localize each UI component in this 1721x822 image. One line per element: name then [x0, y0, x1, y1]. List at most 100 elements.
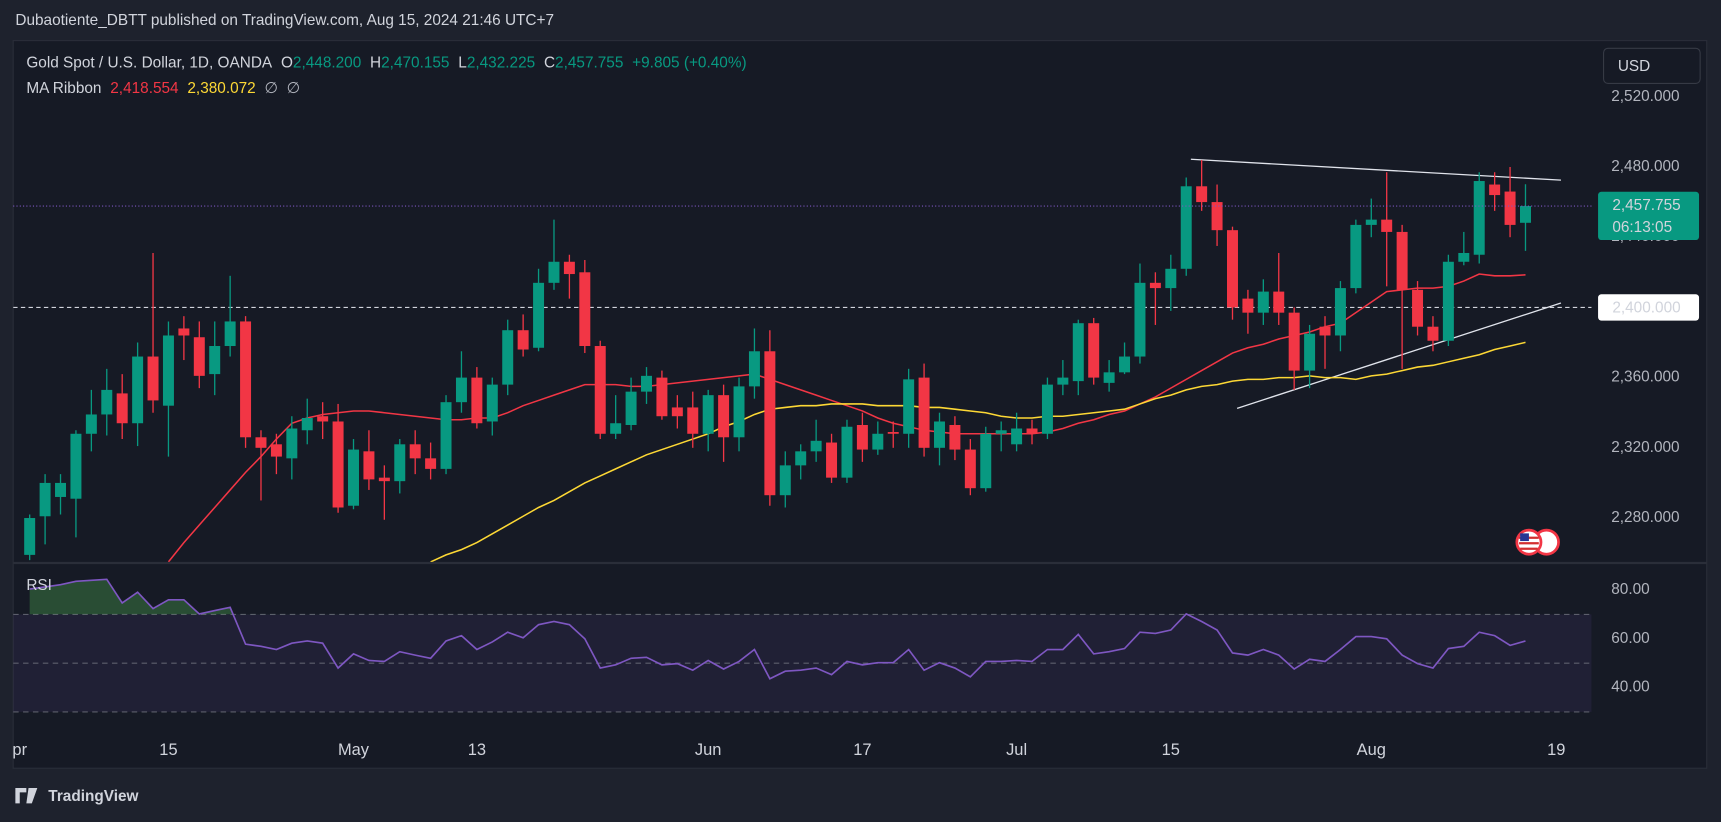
rsi-title: RSI: [26, 577, 52, 594]
time-axis: Apr 15 May 13 Jun 17 Jul 15 Aug 19: [13, 741, 1565, 759]
candle-body: [1412, 289, 1424, 327]
candle-body: [1211, 202, 1223, 231]
candle-body: [255, 437, 267, 448]
ma-extra: ∅: [287, 80, 300, 97]
ma-value: 2,380.072: [187, 80, 255, 97]
event-flags[interactable]: [1515, 528, 1560, 556]
candle-body: [1519, 206, 1531, 223]
band-fill: [13, 614, 1592, 712]
price-badge: [1598, 191, 1700, 241]
candle-body: [1088, 323, 1100, 378]
candle-body: [918, 377, 930, 448]
candle-body: [687, 407, 699, 434]
candle-body: [1041, 384, 1053, 434]
legend: Gold Spot / U.S. Dollar, 1D, OANDA O2,448…: [26, 55, 746, 97]
candle-body: [1427, 326, 1439, 341]
candle-body: [1180, 186, 1192, 269]
candle-body: [563, 261, 575, 275]
candle-body: [1149, 282, 1161, 289]
x-tick-label: May: [338, 741, 370, 759]
brand-name[interactable]: TradingView: [48, 788, 138, 805]
legend-row: MA Ribbon 2,418.554 2,380.072 ∅ ∅: [26, 80, 300, 97]
candle-body: [101, 389, 113, 415]
symbol: Gold Spot / U.S. Dollar, 1D, OANDA: [26, 55, 273, 72]
candle-body: [1103, 372, 1115, 383]
candle-body: [718, 395, 730, 438]
ma-extra: ∅: [265, 80, 278, 97]
x-tick-label: Jun: [695, 741, 722, 759]
candle-body: [748, 351, 760, 387]
candle-body: [733, 386, 745, 438]
price-badge-countdown: 06:13:05: [1612, 219, 1672, 236]
ohlc-key: O: [281, 55, 293, 72]
candle-body: [70, 433, 82, 499]
candle-body: [1119, 356, 1131, 373]
candle-body: [995, 430, 1007, 434]
candle-body: [363, 451, 375, 480]
ma-name: MA Ribbon: [26, 80, 101, 97]
candle-body: [656, 377, 668, 417]
candle-body: [949, 424, 961, 450]
candle-body: [702, 395, 714, 434]
ohlc-key: H: [370, 55, 381, 72]
y-tick-label: 2,480.000: [1611, 158, 1679, 175]
candle-body: [517, 330, 529, 350]
candle-body: [1196, 186, 1208, 203]
trendline: [1236, 302, 1562, 409]
publish-header: Dubaotiente_DBTT published on TradingVie…: [15, 12, 554, 29]
x-tick-label: Aug: [1357, 741, 1386, 759]
y-tick-label: 60.00: [1611, 630, 1649, 647]
candle-body: [116, 393, 128, 424]
candle-body: [301, 417, 313, 431]
candle-body: [132, 356, 144, 424]
currency[interactable]: USD: [1618, 58, 1650, 75]
candle-body: [1319, 326, 1331, 336]
brand[interactable]: TradingView: [15, 787, 139, 805]
candle-body: [486, 384, 498, 422]
currency-box[interactable]: [1603, 47, 1701, 84]
candle-body: [1288, 312, 1300, 371]
candle-body: [394, 444, 406, 482]
ohlc-value: 2,457.755: [555, 55, 623, 72]
x-tick-label: 17: [853, 741, 871, 759]
trendline: [1190, 158, 1561, 181]
candle-body: [1442, 261, 1454, 341]
candle-body: [1011, 428, 1023, 445]
candle-body: [1273, 291, 1285, 313]
x-tick-label: 19: [1547, 741, 1565, 759]
candle-body: [1227, 230, 1238, 308]
candle-body: [625, 391, 637, 425]
candle-body: [224, 321, 236, 347]
candle-body: [594, 346, 606, 434]
candle-body: [24, 518, 36, 555]
candle-body: [85, 414, 97, 434]
candle-body: [887, 432, 899, 434]
candle-body: [1350, 224, 1362, 289]
candle-body: [1304, 333, 1316, 371]
legend-row: Gold Spot / U.S. Dollar, 1D, OANDA O2,448…: [26, 55, 746, 72]
y-tick-label: 2,520.000: [1611, 88, 1679, 105]
candle-body: [1458, 252, 1470, 262]
candle-body: [162, 335, 174, 406]
overbought-fill: [29, 579, 1526, 615]
candle-body: [779, 465, 791, 496]
candle-body: [240, 321, 252, 438]
candle-body: [671, 407, 683, 417]
level-badge: [1598, 294, 1700, 321]
candle-body: [193, 337, 205, 376]
ohlc-key: L: [458, 55, 467, 72]
candle-body: [934, 421, 945, 448]
candle-body: [455, 377, 467, 403]
ohlc-value: 2,432.225: [467, 55, 535, 72]
candle-body: [178, 328, 190, 336]
candle-body: [610, 423, 622, 434]
moving-average: [430, 341, 1526, 562]
ma-value: 2,418.554: [110, 80, 179, 97]
brand-logo: [15, 787, 38, 804]
level-badge-label: 2,400.000: [1612, 300, 1680, 317]
candle-body: [286, 428, 298, 459]
x-tick-label: 13: [468, 741, 486, 759]
candle-body: [378, 477, 390, 482]
candle-body: [1489, 184, 1501, 196]
